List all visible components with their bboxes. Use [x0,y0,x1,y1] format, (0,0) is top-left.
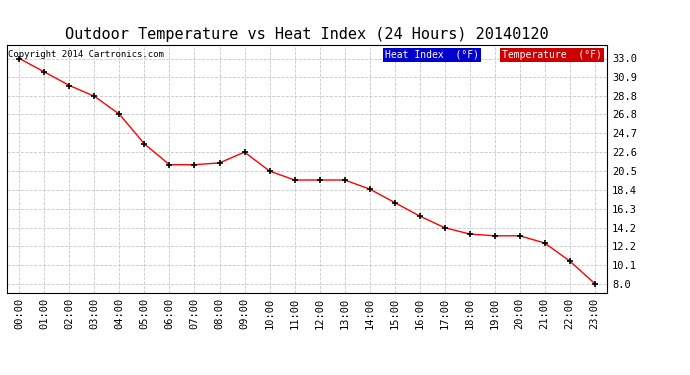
Text: Copyright 2014 Cartronics.com: Copyright 2014 Cartronics.com [8,50,164,59]
Text: Temperature  (°F): Temperature (°F) [502,50,602,60]
Title: Outdoor Temperature vs Heat Index (24 Hours) 20140120: Outdoor Temperature vs Heat Index (24 Ho… [66,27,549,42]
Text: Heat Index  (°F): Heat Index (°F) [385,50,479,60]
